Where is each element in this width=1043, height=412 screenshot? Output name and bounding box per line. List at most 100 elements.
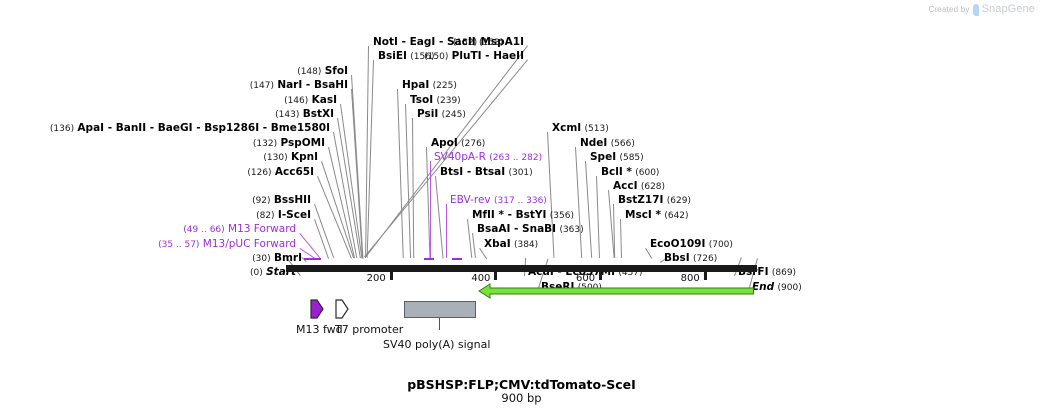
primer-label[interactable]: (35 .. 57) M13/pUC Forward: [158, 238, 296, 251]
enzyme-label[interactable]: BstZ17I (629): [618, 195, 691, 207]
enzyme-name: AcuI: [528, 266, 554, 279]
enzyme-label[interactable]: (136) ApaI - BanII - BaeGI - Bsp1286I - …: [50, 123, 330, 135]
enzyme-label[interactable]: NdeI (566): [580, 137, 635, 150]
enzyme-position: (585): [619, 153, 644, 164]
enzyme-label[interactable]: (146) KasI: [284, 94, 337, 107]
primer-name: SV40pA-R: [434, 151, 486, 164]
snapgene-logo-icon: [972, 4, 979, 16]
primer-label[interactable]: EBV-rev (317 .. 336): [450, 195, 547, 207]
enzyme-label[interactable]: (30) BmrI: [252, 253, 302, 265]
ruler-tick-label: 200: [366, 273, 386, 284]
leader-line: [435, 175, 444, 259]
feature-t7-promoter-arrow-icon[interactable]: [335, 298, 349, 320]
enzyme-label[interactable]: (130) KpnI: [263, 152, 318, 164]
primer-range: (263 .. 282): [489, 153, 543, 164]
enzyme-name: HpaI: [402, 79, 430, 92]
enzyme-label[interactable]: MfII * - BstYI (356): [472, 209, 574, 222]
primer-name: EBV-rev: [450, 194, 491, 207]
leader-line: [412, 118, 415, 259]
enzyme-label[interactable]: (148) SfoI: [297, 65, 348, 78]
leader-line: [575, 146, 583, 259]
primer-label[interactable]: SV40pA-R (263 .. 282): [434, 152, 542, 164]
enzyme-position: (143): [275, 110, 300, 120]
enzyme-label[interactable]: (132) PspOMI: [252, 136, 325, 150]
enzyme-label[interactable]: BsrFI (869): [738, 267, 796, 279]
primer-range: (35 .. 57): [158, 239, 200, 250]
enzyme-position: (869): [771, 268, 797, 279]
enzyme-position: (152): [452, 38, 478, 48]
enzyme-label[interactable]: (143) BstXI: [275, 109, 334, 121]
enzyme-name: ApoI: [431, 136, 458, 149]
enzyme-name-separator: -: [259, 122, 271, 135]
enzyme-label[interactable]: (126) Acc65I: [247, 165, 314, 179]
enzyme-position: (700): [708, 239, 733, 250]
enzyme-name-separator: -: [397, 36, 410, 48]
enzyme-label[interactable]: NotI - EagI - SacII (153): [373, 37, 503, 49]
sequence-ruler[interactable]: [286, 265, 757, 272]
enzyme-name: PluTI: [451, 50, 482, 63]
leader-line: [467, 218, 473, 259]
enzyme-position: (0): [250, 268, 263, 279]
enzyme-position: (30): [252, 254, 271, 264]
enzyme-label[interactable]: (82) I-SceI: [256, 209, 311, 222]
enzyme-name-separator: -: [435, 36, 447, 48]
enzyme-label[interactable]: (147) NarI - BsaHI: [250, 80, 348, 92]
leader-line: [585, 161, 593, 259]
enzyme-label[interactable]: MscI * (642): [625, 209, 689, 222]
enzyme-label[interactable]: (0) Start: [250, 267, 296, 279]
leader-line: [547, 132, 555, 259]
feature-sv40-polya[interactable]: [403, 301, 477, 318]
enzyme-label[interactable]: SpeI (585): [590, 152, 644, 164]
enzyme-label[interactable]: BsiEI (156): [378, 51, 434, 63]
enzyme-label[interactable]: End (900): [752, 281, 802, 294]
construct-length: 900 bp: [501, 391, 542, 405]
enzyme-label[interactable]: BtsI - BtsaI (301): [440, 165, 533, 179]
enzyme-name: BtsI: [440, 165, 464, 178]
enzyme-label[interactable]: TsoI (239): [410, 94, 461, 107]
feature-tdtomato-arrow-arrow-icon[interactable]: [478, 283, 756, 299]
enzyme-label[interactable]: BbsI (726): [664, 253, 717, 265]
enzyme-name: KpnI: [290, 151, 318, 164]
enzyme-position: (629): [666, 196, 691, 207]
enzyme-position: (92): [252, 196, 271, 207]
enzyme-position: (245): [441, 110, 466, 120]
enzyme-label[interactable]: XbaI (384): [484, 238, 539, 251]
enzyme-label[interactable]: PsiI (245): [417, 109, 466, 121]
enzyme-name: XcmI: [552, 122, 582, 135]
enzyme-label[interactable]: BclI * (600): [601, 165, 659, 179]
leader-line: [472, 233, 476, 259]
enzyme-label[interactable]: HpaI (225): [402, 80, 457, 92]
enzyme-name: PspOMI: [280, 136, 325, 149]
enzyme-position: (384): [513, 239, 539, 250]
enzyme-name: BclI *: [601, 165, 632, 178]
feature-label-m13-fwd: M13 fwd: [296, 323, 343, 336]
primer-label[interactable]: (49 .. 66) M13 Forward: [183, 224, 296, 236]
leader-line: [397, 89, 404, 259]
enzyme-label[interactable]: EcoO109I (700): [650, 238, 733, 251]
enzyme-name-separator: -: [463, 165, 475, 178]
enzyme-label[interactable]: AcuI - Eco57MI (457): [528, 267, 643, 279]
primer-leader-line: [446, 204, 447, 258]
feature-m13-fwd-arrow-icon[interactable]: [310, 298, 324, 320]
enzyme-label[interactable]: AccI (628): [613, 181, 665, 193]
enzyme-label[interactable]: XcmI (513): [552, 123, 609, 135]
enzyme-name: NotI: [373, 36, 398, 48]
enzyme-label[interactable]: ApoI (276): [431, 136, 485, 150]
enzyme-label[interactable]: BsaAI - SnaBI (363): [477, 224, 584, 236]
enzyme-name-separator: -: [481, 50, 494, 63]
enzyme-label[interactable]: (92) BssHII: [252, 195, 311, 207]
enzyme-position: (132): [252, 138, 278, 149]
primer-name: M13 Forward: [228, 223, 296, 236]
enzyme-position: (239): [436, 95, 461, 106]
enzyme-name: Acc65I: [274, 165, 314, 178]
leader-line: [405, 103, 412, 259]
enzyme-label[interactable]: (152) MspA1I: [453, 37, 524, 49]
leader-line: [613, 204, 616, 259]
enzyme-position: (130): [263, 153, 288, 164]
enzyme-name: AccI: [613, 180, 638, 192]
ruler-tick: [703, 272, 707, 280]
enzyme-label[interactable]: (150) PluTI - HaeII: [424, 51, 524, 63]
enzyme-name: NarI: [277, 79, 303, 92]
enzyme-name: BsrFI: [738, 266, 769, 279]
enzyme-name: BstXI: [302, 108, 334, 120]
